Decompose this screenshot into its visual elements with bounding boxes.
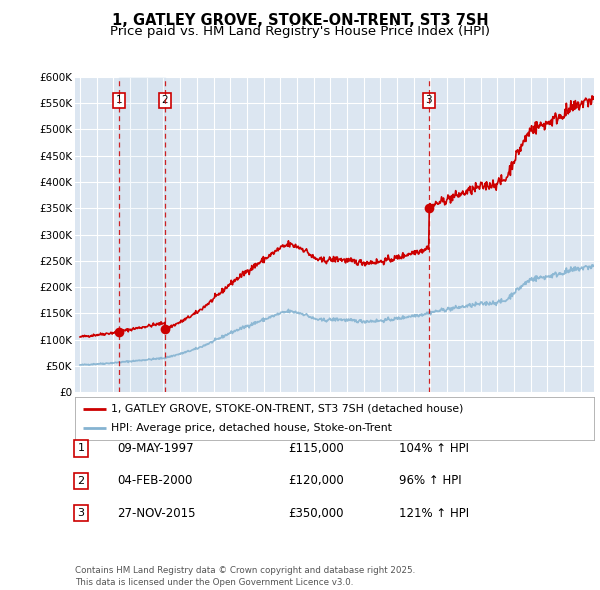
Text: £115,000: £115,000: [288, 442, 344, 455]
Text: HPI: Average price, detached house, Stoke-on-Trent: HPI: Average price, detached house, Stok…: [112, 423, 392, 433]
Bar: [119, 77, 165, 392]
Text: £120,000: £120,000: [288, 474, 344, 487]
Text: 09-MAY-1997: 09-MAY-1997: [117, 442, 194, 455]
Text: 04-FEB-2000: 04-FEB-2000: [117, 474, 193, 487]
Text: 121% ↑ HPI: 121% ↑ HPI: [399, 507, 469, 520]
Text: 1, GATLEY GROVE, STOKE-ON-TRENT, ST3 7SH (detached house): 1, GATLEY GROVE, STOKE-ON-TRENT, ST3 7SH…: [112, 404, 464, 414]
Text: 1: 1: [116, 96, 123, 106]
Text: 3: 3: [77, 509, 85, 518]
Text: Contains HM Land Registry data © Crown copyright and database right 2025.
This d: Contains HM Land Registry data © Crown c…: [75, 566, 415, 587]
Text: 2: 2: [77, 476, 85, 486]
Text: 1, GATLEY GROVE, STOKE-ON-TRENT, ST3 7SH: 1, GATLEY GROVE, STOKE-ON-TRENT, ST3 7SH: [112, 13, 488, 28]
Text: 2: 2: [161, 96, 168, 106]
Text: £350,000: £350,000: [288, 507, 343, 520]
Text: 104% ↑ HPI: 104% ↑ HPI: [399, 442, 469, 455]
Text: 1: 1: [77, 444, 85, 453]
Text: 27-NOV-2015: 27-NOV-2015: [117, 507, 196, 520]
Text: Price paid vs. HM Land Registry's House Price Index (HPI): Price paid vs. HM Land Registry's House …: [110, 25, 490, 38]
Text: 96% ↑ HPI: 96% ↑ HPI: [399, 474, 461, 487]
Text: 3: 3: [425, 96, 432, 106]
